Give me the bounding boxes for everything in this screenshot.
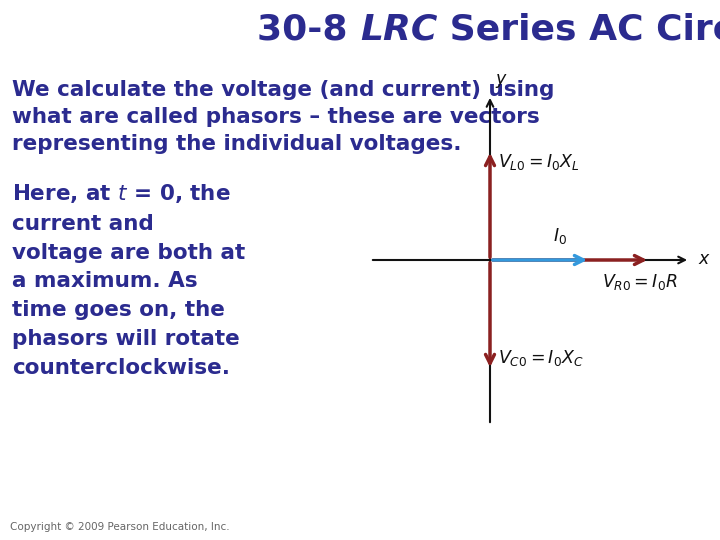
Text: 30-8: 30-8 — [257, 13, 360, 47]
Text: Here, at $t$ = 0, the
current and
voltage are both at
a maximum. As
time goes on: Here, at $t$ = 0, the current and voltag… — [12, 182, 246, 378]
Text: Series AC Circuit: Series AC Circuit — [437, 13, 720, 47]
Text: $y$: $y$ — [495, 72, 508, 90]
Text: LRC: LRC — [360, 13, 437, 47]
Text: $V_{L0}=I_0X_L$: $V_{L0}=I_0X_L$ — [498, 152, 580, 172]
Text: $V_{C0}=I_0X_C$: $V_{C0}=I_0X_C$ — [498, 348, 584, 368]
Text: $x$: $x$ — [698, 252, 711, 268]
Text: Copyright © 2009 Pearson Education, Inc.: Copyright © 2009 Pearson Education, Inc. — [10, 522, 230, 532]
Text: $V_{R0}=I_0R$: $V_{R0}=I_0R$ — [602, 272, 678, 292]
Text: $I_0$: $I_0$ — [553, 226, 567, 246]
Text: We calculate the voltage (and current) using
what are called phasors – these are: We calculate the voltage (and current) u… — [12, 80, 554, 154]
